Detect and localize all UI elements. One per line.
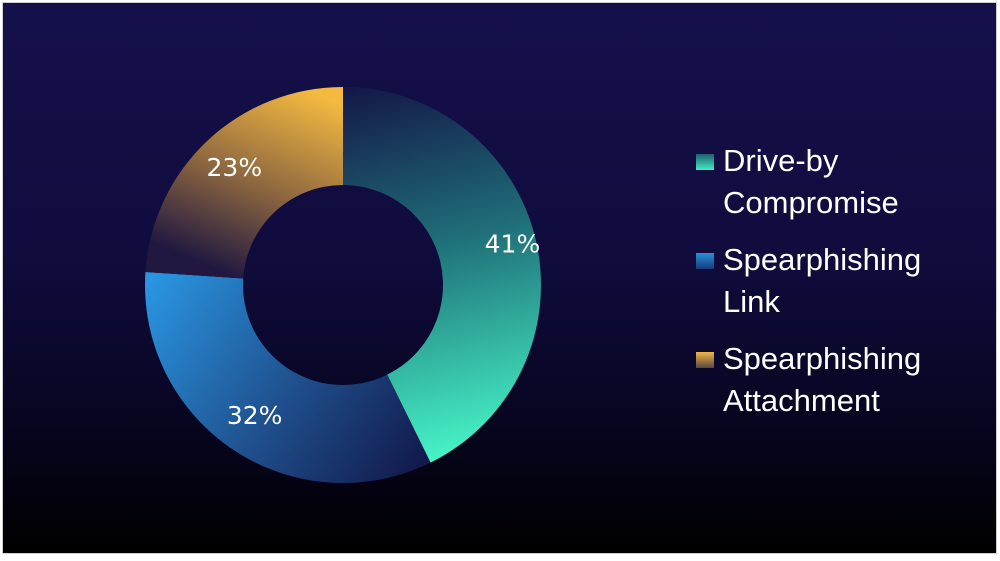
legend-label-line: Spearphishing (723, 341, 922, 376)
slices-group (144, 87, 541, 483)
data-label: 32% (227, 401, 283, 430)
legend-label-line: Compromise (723, 185, 899, 220)
legend-label: Spearphishing Link (723, 239, 921, 323)
donut-chart: 41% 32% 23% (144, 87, 541, 483)
legend-label-line: Link (723, 284, 780, 319)
slide-background: 41% 32% 23% Drive-by Compromise Spearphish… (2, 2, 997, 554)
legend-item-drive-by: Drive-by Compromise (696, 140, 986, 224)
data-label: 23% (207, 153, 263, 182)
data-label: 41% (485, 229, 541, 258)
slice-spearphishing-link (144, 272, 431, 483)
legend-label-line: Drive-by (723, 143, 839, 178)
legend-label: Drive-by Compromise (723, 140, 899, 224)
legend: Drive-by Compromise Spearphishing Link S… (696, 140, 986, 437)
legend-item-spearphishing-link: Spearphishing Link (696, 239, 986, 323)
legend-label-line: Spearphishing (723, 242, 922, 277)
legend-item-spearphishing-attachment: Spearphishing Attachment (696, 338, 986, 422)
slice-drive-by-compromise (343, 87, 541, 463)
legend-swatch (696, 154, 714, 170)
slice-spearphishing-attachment (145, 87, 343, 279)
legend-swatch (696, 253, 714, 269)
data-labels-group: 41% 32% 23% (207, 153, 541, 430)
legend-label: Spearphishing Attachment (723, 338, 921, 422)
legend-label-line: Attachment (723, 383, 880, 418)
legend-swatch (696, 352, 714, 368)
